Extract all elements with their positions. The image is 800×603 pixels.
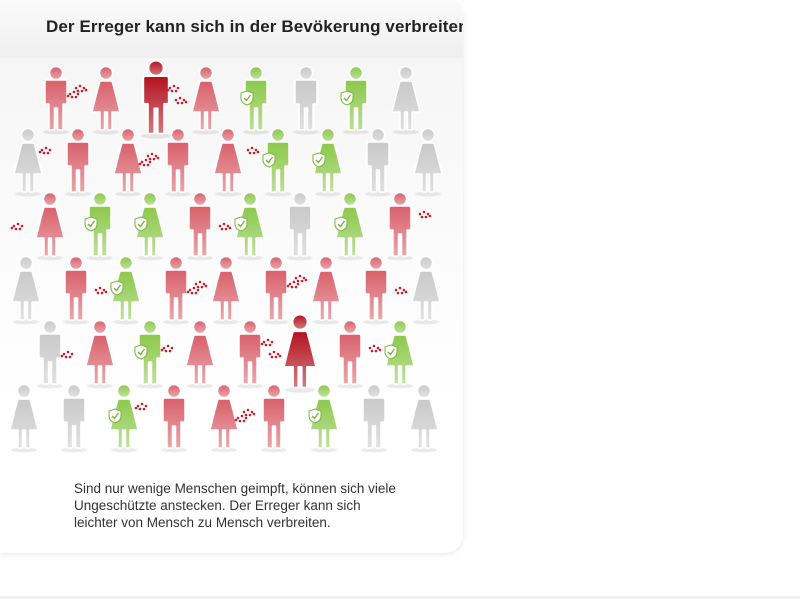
shield-icon <box>240 90 254 106</box>
person-unaffected-f <box>9 383 39 453</box>
shield-icon <box>134 216 148 232</box>
droplets <box>418 210 432 219</box>
person-infected-f <box>60 319 115 389</box>
person-vaccinated-m <box>240 65 269 135</box>
person-infected-m <box>63 255 108 325</box>
droplets <box>74 84 88 93</box>
droplets <box>246 146 260 155</box>
shield-icon <box>134 344 148 360</box>
crowd-figures <box>9 59 443 453</box>
person-unaffected-f <box>411 255 441 325</box>
person-infected-m <box>43 65 88 135</box>
card-header: Der Erreger kann sich in der Bevökerung … <box>0 0 463 59</box>
person-vaccinated-f <box>110 255 141 325</box>
droplets <box>268 350 282 359</box>
droplets <box>260 338 274 347</box>
person-vaccinated-m <box>340 65 369 135</box>
person-unaffected-f <box>413 127 443 197</box>
droplets <box>286 280 300 289</box>
person-vaccinated-f <box>384 319 415 389</box>
person-infected-m <box>363 255 408 325</box>
person-infected-f <box>213 127 260 197</box>
droplets <box>66 90 80 99</box>
person-infected-m <box>387 191 432 261</box>
shield-icon <box>334 216 348 232</box>
divider <box>0 596 800 599</box>
droplets <box>166 84 180 93</box>
person-vaccinated-f <box>234 191 265 261</box>
droplets <box>60 350 74 359</box>
person-vaccinated-f <box>308 383 339 453</box>
person-vaccinated-m <box>84 191 113 261</box>
person-infected-m <box>138 127 191 197</box>
caption-text: Sind nur wenige Menschen geimpft, können… <box>74 481 396 530</box>
card-title: Der Erreger kann sich in der Bevökerung … <box>46 17 463 36</box>
shield-icon <box>234 216 248 232</box>
droplets <box>394 286 408 295</box>
person-infected-m <box>237 319 282 389</box>
droplets <box>368 344 382 353</box>
droplets <box>138 158 152 167</box>
person-unaffected-m <box>365 127 391 197</box>
shield-icon <box>262 152 276 168</box>
person-infected-f <box>113 127 160 197</box>
droplets <box>134 402 148 411</box>
person-vaccinated-f <box>134 191 165 261</box>
person-infected-f <box>160 319 215 389</box>
person-infected-f <box>166 65 221 135</box>
person-unaffected-m <box>293 65 319 135</box>
person-source-m <box>141 59 188 139</box>
person-unaffected-f <box>13 127 43 197</box>
person-infected-m <box>263 255 308 325</box>
person-infected-m <box>337 319 382 389</box>
person-infected-f <box>286 255 341 325</box>
person-vaccinated-f <box>334 191 365 261</box>
crowd-illustration <box>0 58 463 468</box>
person-source-f <box>260 313 317 393</box>
droplets <box>242 408 256 417</box>
person-infected-f <box>10 191 65 261</box>
person-infected-m <box>38 127 91 197</box>
droplets <box>294 274 308 283</box>
person-vaccinated-m <box>262 127 291 197</box>
info-card: Der Erreger kann sich in der Bevökerung … <box>0 0 463 530</box>
shield-icon <box>308 408 322 424</box>
droplets <box>186 286 200 295</box>
person-unaffected-m <box>361 383 387 453</box>
droplets <box>146 152 160 161</box>
shield-icon <box>108 408 122 424</box>
droplets <box>174 96 188 105</box>
shield-icon <box>84 216 98 232</box>
droplets <box>194 280 208 289</box>
droplets <box>234 414 248 423</box>
person-unaffected-f <box>391 65 421 135</box>
shield-icon <box>384 344 398 360</box>
person-infected-f <box>186 255 241 325</box>
person-unaffected-m <box>37 319 63 389</box>
droplets <box>160 344 174 353</box>
droplets <box>10 222 24 231</box>
droplets <box>218 222 232 231</box>
person-infected-m <box>187 191 232 261</box>
person-infected-m <box>234 383 287 453</box>
shield-icon <box>340 90 354 106</box>
person-vaccinated-f <box>312 127 343 197</box>
person-vaccinated-m <box>134 319 163 389</box>
person-infected-m <box>163 255 208 325</box>
shield-icon <box>110 280 124 296</box>
shield-icon <box>312 152 326 168</box>
person-unaffected-m <box>61 383 87 453</box>
person-vaccinated-f <box>108 383 139 453</box>
person-unaffected-f <box>409 383 439 453</box>
person-unaffected-f <box>11 255 41 325</box>
person-infected-f <box>209 383 256 453</box>
droplets <box>38 146 52 155</box>
person-infected-m <box>134 383 187 453</box>
person-infected-f <box>66 65 121 135</box>
droplets <box>94 286 108 295</box>
person-unaffected-m <box>287 191 313 261</box>
